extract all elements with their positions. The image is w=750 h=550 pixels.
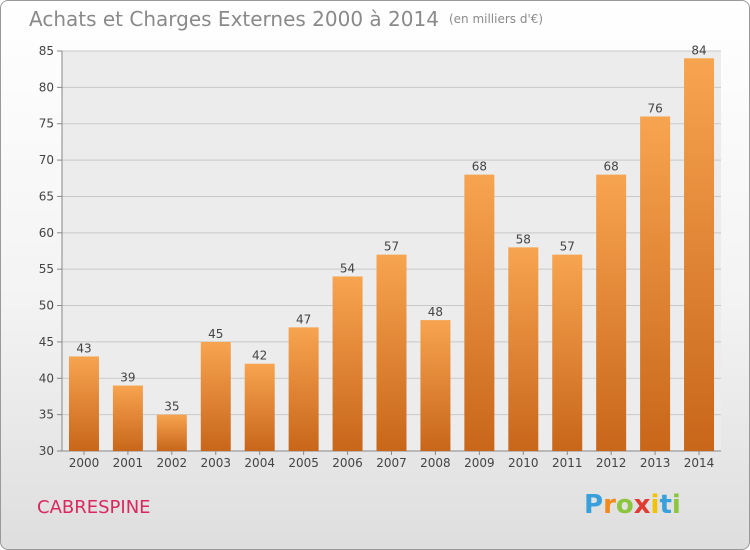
chart-title: Achats et Charges Externes 2000 à 2014 (e… [29,7,543,31]
y-tick-label: 35 [39,408,54,422]
data-label: 35 [164,400,179,414]
data-label: 47 [296,312,311,326]
x-tick-label: 2011 [552,456,583,470]
bar [552,254,583,451]
data-label: 76 [647,101,662,115]
data-label: 54 [340,261,355,275]
y-tick-label: 55 [39,262,54,276]
x-tick-label: 2002 [157,456,188,470]
bar [508,247,539,451]
bar [156,414,187,451]
chart-unit: (en milliers d'€) [448,12,544,26]
y-tick-label: 50 [39,299,54,313]
bar [244,363,275,451]
bar [640,116,671,452]
x-tick-label: 2000 [69,456,100,470]
data-label: 68 [604,160,619,174]
bar [200,341,231,451]
y-tick-label: 85 [39,44,54,58]
x-tick-label: 2006 [332,456,363,470]
x-tick-label: 2004 [244,456,275,470]
chart-title-text: Achats et Charges Externes 2000 à 2014 [29,7,439,31]
x-tick-label: 2007 [376,456,407,470]
y-tick-label: 40 [39,371,54,385]
bar [420,320,451,451]
bar [684,58,715,451]
x-tick-label: 2009 [464,456,495,470]
y-tick-label: 65 [39,189,54,203]
bar [288,327,319,451]
data-label: 68 [472,160,487,174]
x-tick-label: 2001 [113,456,144,470]
bar [112,385,143,451]
y-tick-label: 70 [39,153,54,167]
data-label: 43 [76,341,91,355]
data-label: 57 [384,240,399,254]
bar [596,174,627,452]
x-tick-label: 2014 [684,456,715,470]
data-label: 48 [428,305,443,319]
data-label: 45 [208,327,223,341]
bar [332,276,363,451]
y-tick-label: 30 [39,444,54,458]
bar [68,356,99,451]
data-label: 42 [252,349,267,363]
data-label: 84 [691,43,706,57]
y-tick-label: 75 [39,117,54,131]
proxiti-logo[interactable]: Proxiti [584,490,681,520]
data-label: 58 [516,232,531,246]
x-tick-label: 2013 [640,456,671,470]
data-label: 57 [560,240,575,254]
x-tick-label: 2008 [420,456,451,470]
y-tick-label: 45 [39,335,54,349]
commune-name: CABRESPINE [37,497,151,518]
y-tick-label: 80 [39,80,54,94]
data-label: 39 [120,371,135,385]
bar [376,254,407,451]
x-tick-label: 2003 [200,456,231,470]
x-tick-label: 2005 [288,456,319,470]
x-tick-label: 2010 [508,456,539,470]
y-tick-label: 60 [39,226,54,240]
bar [464,174,495,452]
x-tick-label: 2012 [596,456,627,470]
